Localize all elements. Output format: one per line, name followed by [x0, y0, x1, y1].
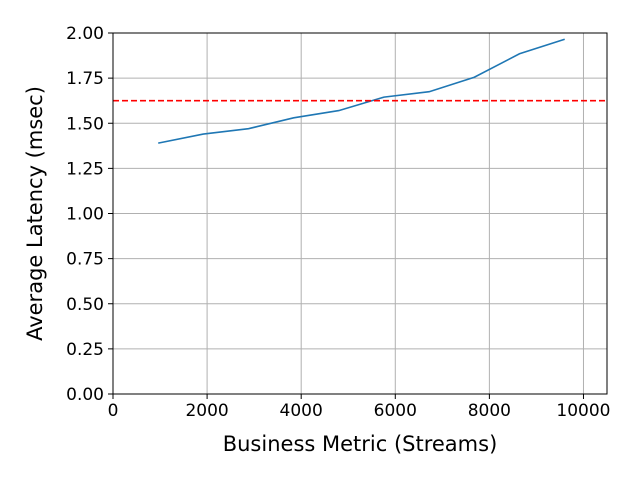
x-axis-ticks: 0 2000 4000 6000 8000 10000: [108, 394, 611, 421]
y-axis-label: Average Latency (msec): [23, 86, 47, 341]
series-layer: [158, 38, 565, 144]
series-line: [158, 38, 565, 144]
y-tick-label: 0.50: [66, 295, 104, 315]
y-tick-label: 2.00: [66, 24, 104, 44]
y-tick-label: 0.00: [66, 385, 104, 405]
x-tick-label: 4000: [280, 401, 323, 421]
y-tick-label: 0.25: [66, 340, 104, 360]
grid: [112, 32, 607, 395]
x-tick-label: 8000: [468, 401, 511, 421]
y-tick-label: 1.75: [66, 69, 104, 89]
y-tick-label: 1.50: [66, 114, 104, 134]
y-tick-label: 1.25: [66, 159, 104, 179]
x-axis-label: Business Metric (Streams): [223, 432, 498, 456]
y-axis-ticks: 0.00 0.25 0.50 0.75 1.00 1.25 1.50 1.75 2.00: [66, 24, 113, 405]
x-tick-label: 2000: [185, 401, 228, 421]
y-tick-label: 1.00: [66, 205, 104, 225]
x-tick-label: 0: [108, 401, 119, 421]
x-tick-label: 10000: [556, 401, 610, 421]
x-tick-label: 6000: [374, 401, 417, 421]
y-tick-label: 0.75: [66, 250, 104, 270]
